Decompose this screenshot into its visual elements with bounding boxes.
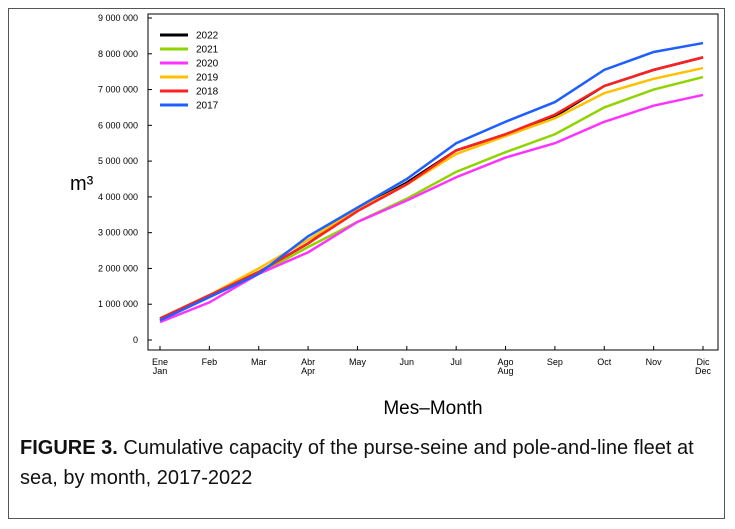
x-tick-label: Jun — [400, 357, 415, 367]
legend-label: 2018 — [196, 87, 219, 98]
y-tick-label: 1 000 000 — [98, 299, 138, 309]
x-tick-label: Sep — [547, 357, 563, 367]
legend-label: 2019 — [196, 73, 219, 84]
x-tick-label: Dic Dec — [695, 357, 712, 376]
x-tick-label: Feb — [202, 357, 218, 367]
y-tick-label: 3 000 000 — [98, 228, 138, 238]
x-tick-label: Jul — [450, 357, 462, 367]
caption: FIGURE 3. Cumulative capacity of the pur… — [20, 433, 720, 493]
line-series — [159, 41, 704, 322]
legend-label: 2021 — [196, 45, 219, 56]
y-tick-label: 4 000 000 — [98, 192, 138, 202]
caption-label: FIGURE 3. — [20, 437, 118, 459]
x-tick-label: May — [349, 357, 367, 367]
legend-label: 2017 — [196, 101, 219, 112]
caption-text: Cumulative capacity of the purse-seine a… — [20, 437, 694, 489]
y-tick-label: 9 000 000 — [98, 13, 138, 23]
y-tick-label: 7 000 000 — [98, 85, 138, 95]
line-series — [159, 66, 704, 320]
x-tick-label: Ago Aug — [498, 357, 514, 376]
x-tick-label: Oct — [597, 357, 612, 367]
y-axis-label: m³ — [70, 173, 94, 195]
y-tick-label: 5 000 000 — [98, 156, 138, 166]
x-tick-label: Ene Jan — [152, 357, 168, 376]
x-tick-label: Abr Apr — [301, 357, 315, 376]
plot-frame — [147, 13, 719, 351]
y-tick-label: 8 000 000 — [98, 49, 138, 59]
x-tick-label: Mar — [251, 357, 267, 367]
x-tick-label: Nov — [646, 357, 663, 367]
x-axis-label: Mes–Month — [383, 398, 482, 419]
line-series — [159, 56, 704, 320]
y-tick-label: 2 000 000 — [98, 263, 138, 273]
y-tick-label: 0 — [133, 335, 138, 345]
chart: m³ Mes–Month 0 1 000 000 2 000 000 3 000 00… — [70, 13, 719, 419]
line-series — [159, 93, 704, 324]
y-tick-label: 6 000 000 — [98, 120, 138, 130]
legend-label: 2022 — [196, 31, 219, 42]
figure-frame — [8, 8, 725, 519]
legend-label: 2020 — [196, 59, 219, 70]
